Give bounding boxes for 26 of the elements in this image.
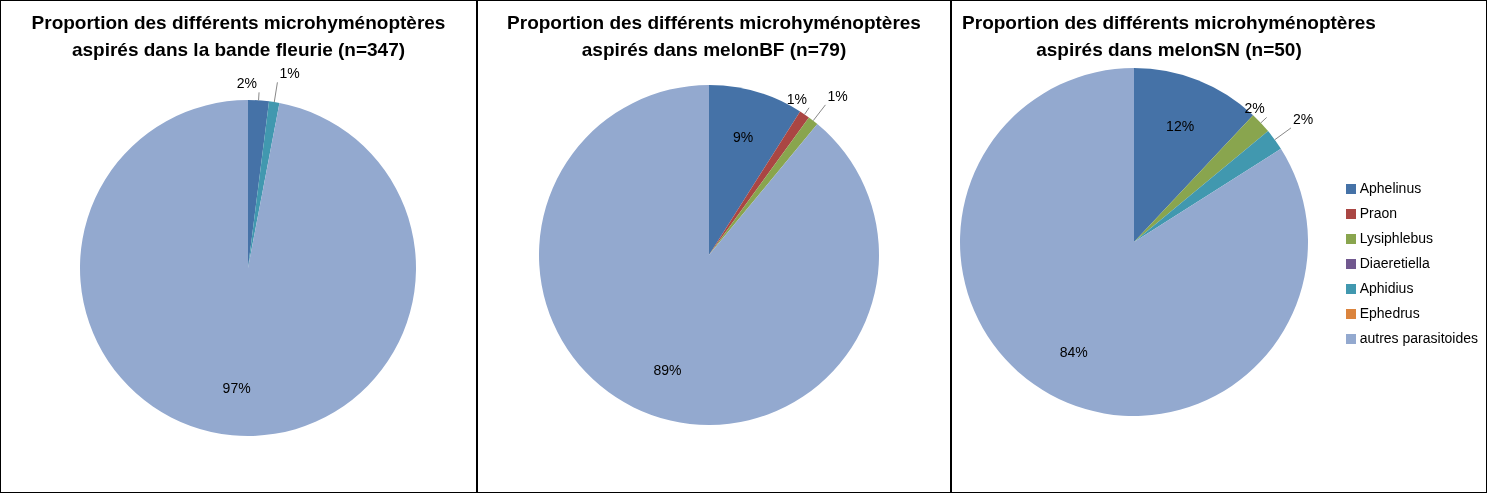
legend-label: Ephedrus [1359, 304, 1420, 321]
pie-slice [80, 100, 416, 436]
data-label: 2% [236, 75, 258, 92]
data-label: 2% [1244, 100, 1265, 117]
data-label: 1% [279, 65, 300, 82]
data-label: 1% [827, 87, 848, 104]
pie-slice [1134, 115, 1269, 242]
data-label: 97% [222, 380, 251, 397]
pie-slice [539, 85, 879, 425]
legend-label: Diaeretiella [1359, 254, 1430, 271]
legend-label: Aphidius [1359, 279, 1414, 296]
legend-label: Praon [1359, 204, 1398, 221]
data-label: 9% [733, 129, 754, 146]
data-label: 84% [1059, 343, 1088, 360]
chart-title: Proportion des différents microhyménoptères aspirés dans melonBF (n=79) [506, 11, 922, 62]
legend-label: Aphelinus [1359, 179, 1422, 196]
chart-title: Proportion des différents microhyménoptères aspirés dans la bande fleurie (n=347) [30, 11, 447, 62]
legend-label: autres parasitoides [1359, 329, 1478, 346]
legend-label: Lysiphlebus [1359, 229, 1434, 246]
data-label: 1% [786, 90, 808, 107]
chart-title: Proportion des différents microhyménoptères aspirés dans melonSN (n=50) [961, 11, 1377, 62]
pie-slice [1134, 131, 1281, 242]
data-label: 12% [1166, 117, 1195, 134]
data-label: 89% [653, 362, 682, 379]
data-label: 2% [1292, 110, 1314, 127]
pie-slice [248, 101, 280, 268]
